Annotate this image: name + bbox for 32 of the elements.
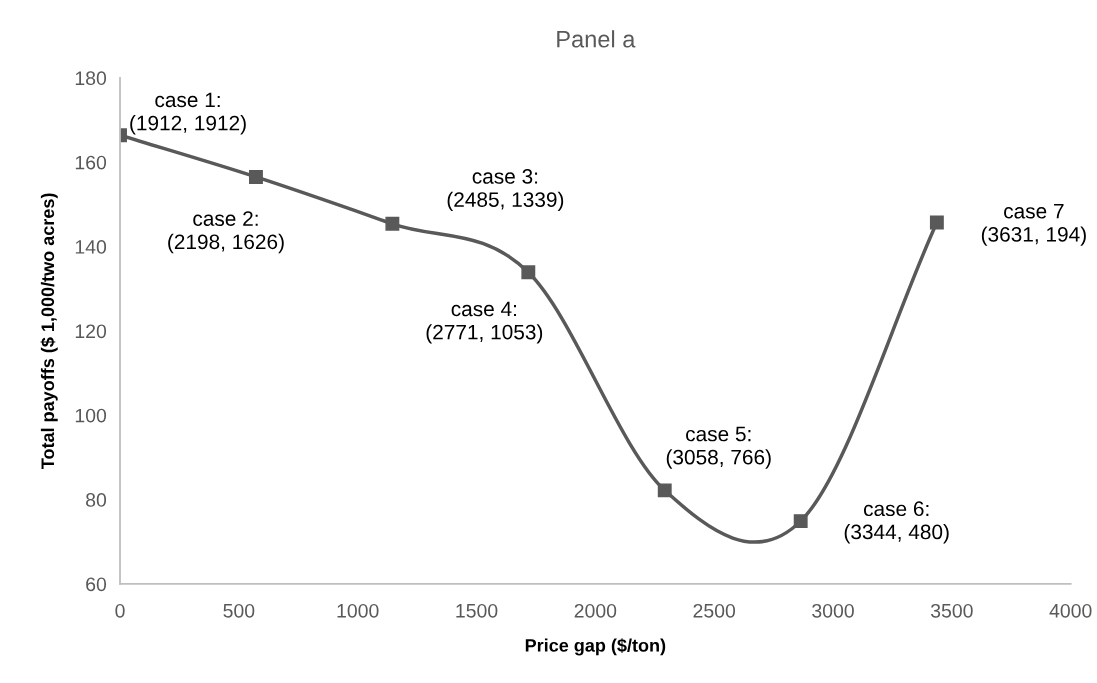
point	[657, 483, 672, 498]
x-tick-label: 1000	[337, 603, 379, 618]
x-axis-title: Price gap ($/ton)	[525, 638, 666, 656]
point	[249, 170, 263, 184]
x-tick-label: 1500	[456, 603, 498, 618]
x-tick-label: 4000	[1049, 603, 1092, 618]
x-tick-label: 2500	[693, 603, 736, 618]
x-tick-label: 3000	[812, 603, 854, 618]
y-tick-label: 160	[75, 155, 107, 170]
x-tick-label: 3500	[930, 603, 973, 618]
annotation: case 1: (1912, 1912)	[130, 92, 246, 135]
chart-title: Panel a	[557, 30, 636, 48]
y-tick-label: 140	[75, 240, 107, 254]
y-tick-label: 60	[86, 577, 107, 592]
x-tick-label: 2000	[574, 603, 617, 618]
y-tick-label: 120	[75, 324, 107, 339]
x-tick-label: 500	[223, 603, 255, 618]
annotation: case 7 (3631, 194)	[981, 203, 1086, 246]
x-tick-label: 0	[115, 603, 125, 618]
annotation: case 4: (2771, 1053)	[426, 301, 543, 344]
y-tick-label: 180	[75, 71, 107, 86]
point	[385, 216, 400, 231]
point	[521, 265, 536, 280]
annotation: case 6: (3344, 480)	[844, 501, 949, 544]
y-axis-title: Total payoffs ($ 1,000/two acres)	[40, 193, 58, 470]
point	[929, 215, 944, 230]
annotation: case 5: (3058, 766)	[666, 426, 771, 469]
y-tick-label: 100	[75, 408, 107, 423]
annotation: case 3: (2485, 1339)	[447, 169, 564, 212]
point	[793, 514, 808, 529]
annotation: case 2: (2198, 1626)	[168, 211, 284, 254]
y-tick-label: 80	[86, 493, 107, 507]
